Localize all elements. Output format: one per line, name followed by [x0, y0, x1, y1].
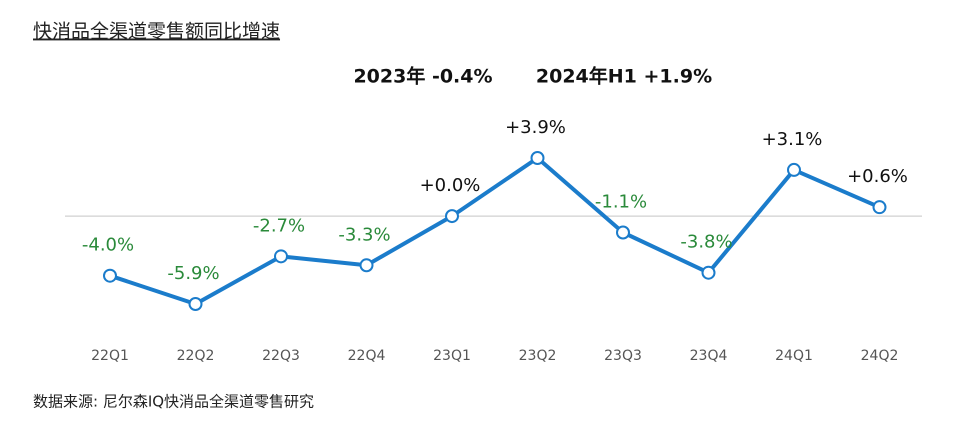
source-note: 数据来源: 尼尔森IQ快消品全渠道零售研究 — [33, 393, 314, 411]
data-point — [359, 258, 374, 273]
data-point — [701, 265, 716, 280]
annotation: 2023年 -0.4% — [353, 65, 492, 88]
data-point — [616, 225, 630, 240]
data-label: -3.3% — [338, 224, 390, 245]
data-label: -2.7% — [253, 215, 305, 236]
x-tick-label: 23Q4 — [690, 348, 728, 364]
data-point — [274, 249, 288, 264]
annotation: 2024年H1 +1.9% — [536, 65, 712, 88]
data-point — [872, 200, 887, 215]
x-tick-label: 22Q4 — [348, 348, 386, 364]
x-tick-label: 23Q2 — [519, 348, 557, 364]
x-tick-label: 22Q3 — [262, 348, 300, 364]
data-label: +3.1% — [762, 129, 823, 150]
data-label: +0.0% — [420, 175, 481, 196]
data-label: +3.9% — [505, 117, 566, 138]
series-line — [109, 156, 881, 306]
data-point — [188, 297, 203, 311]
data-point — [445, 209, 459, 224]
x-tick-label: 24Q2 — [861, 348, 899, 364]
x-tick-label: 24Q1 — [775, 348, 813, 364]
data-label: -3.8% — [680, 232, 732, 253]
x-tick-label: 22Q1 — [91, 348, 129, 364]
data-point — [787, 162, 801, 177]
chart-title: 快消品全渠道零售额同比增速 — [33, 21, 280, 43]
data-label: -1.1% — [595, 191, 647, 212]
data-label: +0.6% — [847, 166, 908, 187]
x-tick-label: 22Q2 — [177, 348, 215, 364]
data-label: -5.9% — [167, 263, 219, 284]
x-tick-label: 23Q1 — [433, 348, 471, 364]
data-label: -4.0% — [82, 235, 134, 256]
data-point — [530, 151, 545, 165]
x-tick-label: 23Q3 — [604, 348, 642, 364]
data-point — [103, 268, 117, 283]
